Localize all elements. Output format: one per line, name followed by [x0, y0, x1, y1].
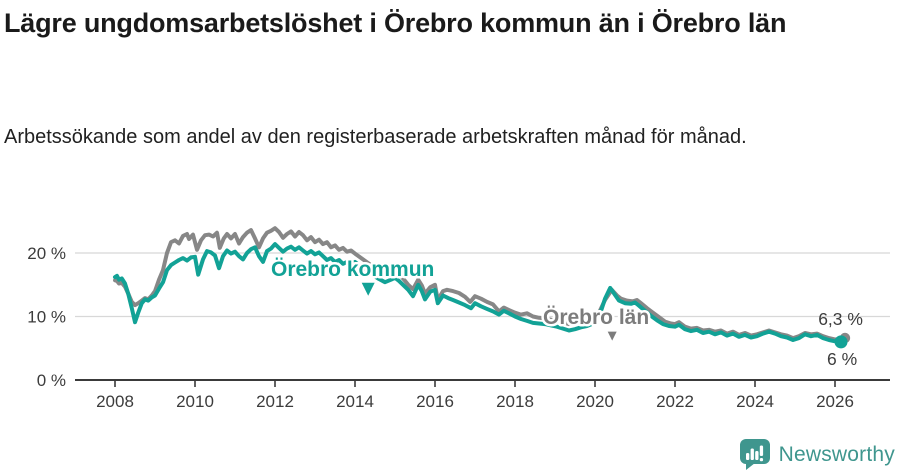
series-line-orebro-kommun	[113, 242, 843, 344]
x-tick-label-2014: 2014	[336, 392, 374, 411]
y-tick-label-0: 0 %	[37, 371, 66, 390]
x-tick-label-2020: 2020	[576, 392, 614, 411]
series-line-orebro-lan	[113, 226, 843, 342]
x-tick-label-2024: 2024	[736, 392, 774, 411]
x-tick-label-2016: 2016	[416, 392, 454, 411]
series-label-0: Örebro kommun	[271, 258, 434, 281]
brand-name: Newsworthy	[778, 442, 895, 466]
x-tick-label-2018: 2018	[496, 392, 534, 411]
series-label-1: Örebro län	[543, 306, 649, 329]
end-value-label-0: 6,3 %	[818, 309, 863, 329]
end-dot-orebro-kommun	[834, 335, 848, 349]
x-tick-label-2010: 2010	[176, 392, 214, 411]
x-tick-label-2026: 2026	[816, 392, 854, 411]
logo-bubble-tail	[745, 463, 755, 470]
brand-footer[interactable]: Newsworthy	[738, 438, 895, 471]
newsworthy-logo-icon	[739, 439, 770, 470]
x-tick-label-2012: 2012	[256, 392, 294, 411]
chart-title: Lägre ungdomsarbetslöshet i Örebro kommu…	[4, 8, 787, 38]
x-tick-label-2008: 2008	[96, 392, 134, 411]
series-label-pointer-0	[361, 282, 375, 296]
logo-bubble	[739, 439, 770, 464]
y-tick-label-20: 20 %	[27, 244, 66, 263]
chart-subtitle: Arbetssökande som andel av den registerb…	[4, 126, 747, 148]
logo-bars-and-exclamation	[745, 445, 763, 462]
x-tick-label-2022: 2022	[656, 392, 694, 411]
series-label-pointer-1	[607, 331, 617, 341]
y-tick-label-10: 10 %	[27, 308, 66, 327]
end-value-label-1: 6 %	[827, 349, 857, 369]
